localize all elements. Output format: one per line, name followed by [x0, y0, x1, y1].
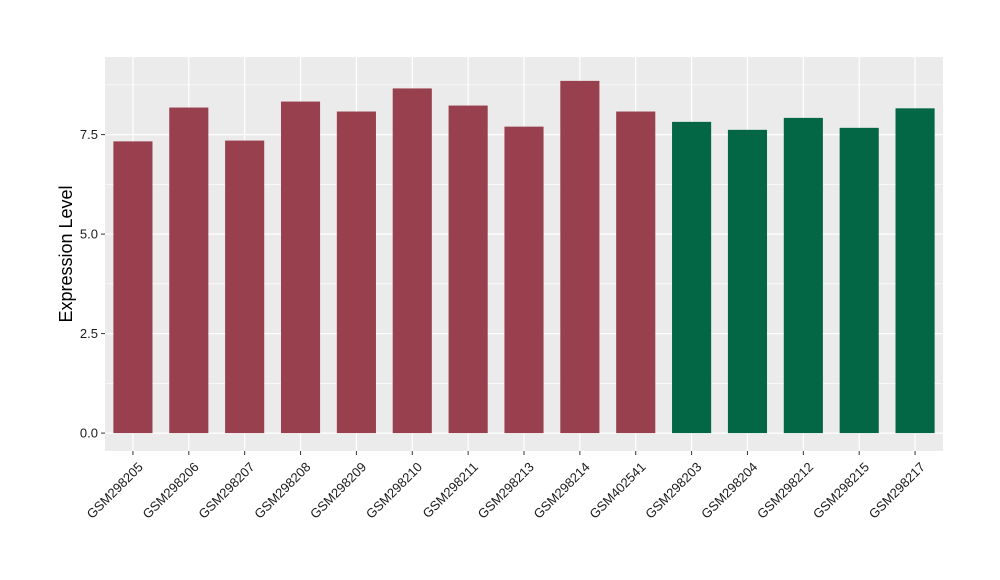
y-tick-label: 2.5	[80, 326, 98, 341]
x-tick-label: GSM298214	[531, 459, 593, 521]
x-tick-label: GSM298213	[475, 459, 537, 521]
x-tick-label: GSM298203	[642, 459, 704, 521]
bar-gsm298213	[504, 126, 544, 434]
y-tick-label: 5.0	[80, 227, 98, 242]
x-tick-label: GSM402541	[586, 459, 648, 521]
bar-gsm298204	[727, 129, 768, 434]
bar-gsm298210	[392, 88, 432, 434]
x-tick-label: GSM298205	[84, 459, 146, 521]
y-tick-label: 7.5	[80, 127, 98, 142]
bar-gsm298205	[113, 141, 153, 434]
bar-gsm298211	[448, 105, 488, 434]
bar-gsm298215	[839, 127, 879, 434]
bar-gsm298208	[280, 101, 321, 434]
y-tick-label: 0.0	[80, 426, 98, 441]
bar-gsm298212	[783, 117, 823, 434]
x-tick-label: GSM298211	[419, 459, 481, 521]
x-tick-label: GSM298210	[363, 459, 425, 521]
bar-gsm298206	[169, 107, 209, 434]
bar-gsm298217	[895, 108, 935, 434]
bar-gsm298214	[560, 80, 600, 434]
x-tick-label: GSM298208	[251, 459, 313, 521]
x-axis: GSM298205GSM298206GSM298207GSM298208GSM2…	[84, 451, 928, 522]
x-tick-label: GSM298217	[866, 459, 928, 521]
y-axis: 0.0 2.5 5.0 7.5	[80, 127, 105, 441]
x-tick-label: GSM298212	[754, 459, 816, 521]
bar-gsm298203	[672, 121, 712, 434]
x-tick-label: GSM298207	[195, 459, 257, 521]
y-axis-title: Expression Level	[56, 185, 76, 322]
x-tick-label: GSM298209	[307, 459, 369, 521]
x-tick-label: GSM298204	[698, 459, 760, 521]
bar-gsm298209	[336, 111, 376, 434]
x-tick-label: GSM298206	[139, 459, 201, 521]
bar-gsm298207	[225, 140, 265, 434]
x-tick-label: GSM298215	[810, 459, 872, 521]
bars-group	[113, 80, 935, 434]
bar-gsm402541	[616, 111, 656, 434]
